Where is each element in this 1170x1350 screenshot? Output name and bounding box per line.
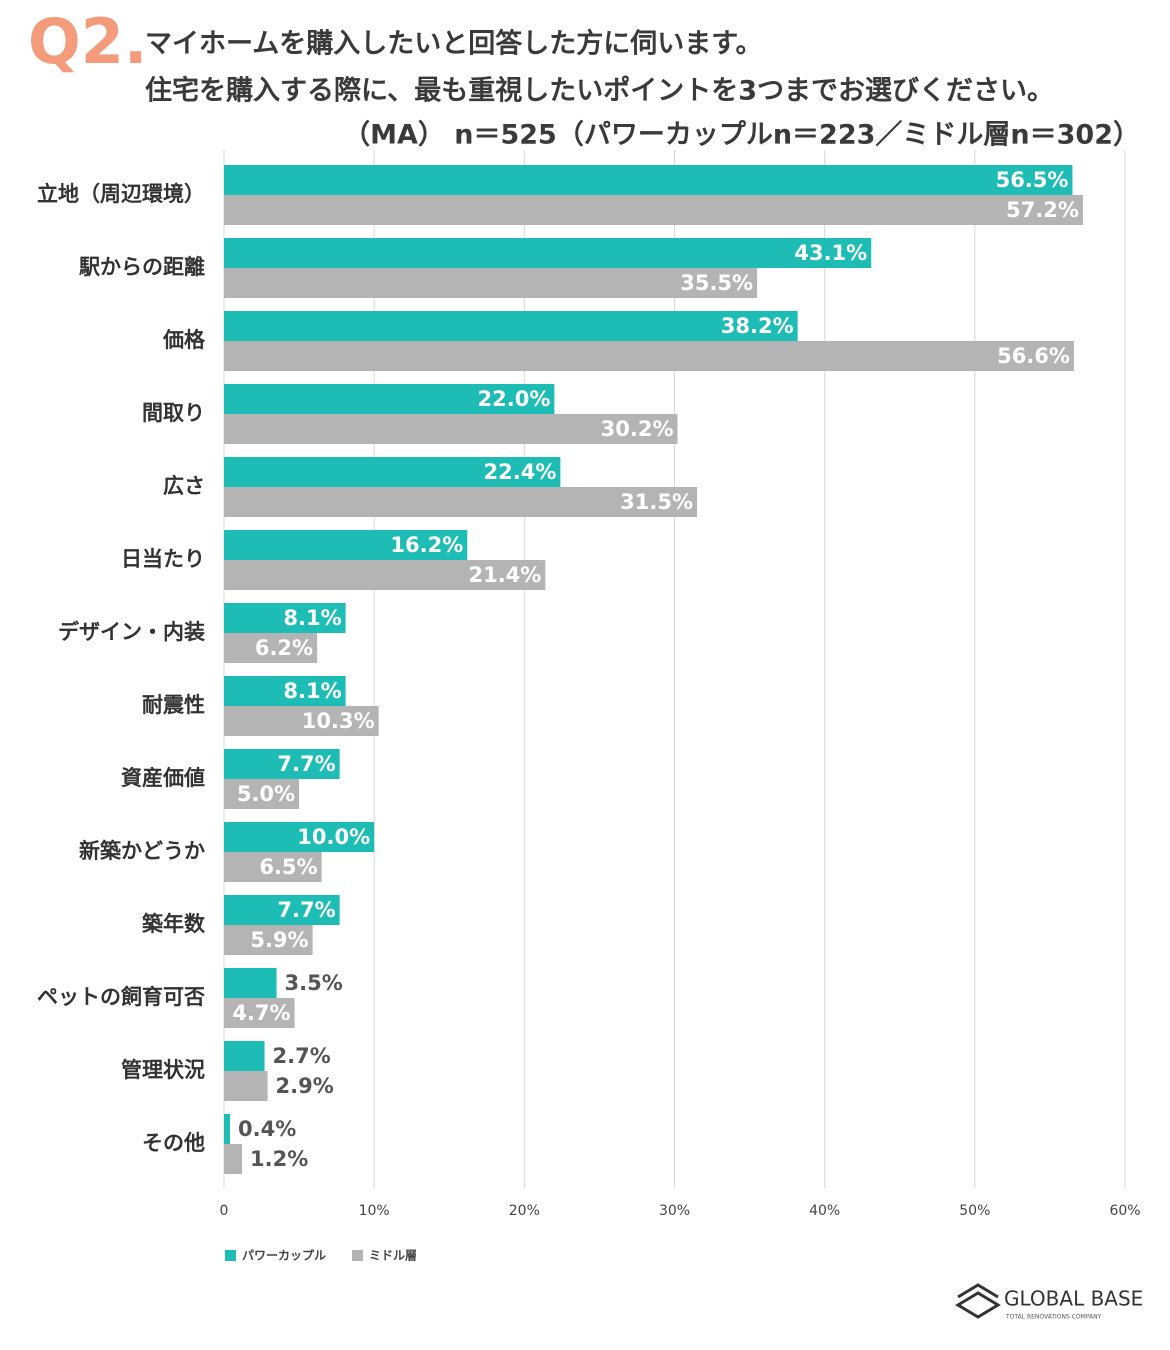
value-label: 22.0% xyxy=(478,387,551,411)
legend-label: パワーカップル xyxy=(242,1248,326,1263)
bar xyxy=(224,195,1083,225)
value-label: 3.5% xyxy=(285,971,343,995)
x-tick-label: 50% xyxy=(959,1203,990,1219)
value-label: 0.4% xyxy=(238,1117,296,1141)
value-label: 5.0% xyxy=(237,782,295,806)
bar xyxy=(224,311,798,341)
x-tick-label: 0 xyxy=(220,1203,229,1219)
legend-swatch xyxy=(225,1250,236,1261)
value-label: 35.5% xyxy=(680,271,753,295)
bar xyxy=(224,457,561,487)
value-label: 10.0% xyxy=(297,825,370,849)
category-label: 管理状況 xyxy=(121,1058,205,1082)
category-label: 新築かどうか xyxy=(79,839,205,863)
bar xyxy=(224,414,678,444)
bar xyxy=(224,487,698,517)
value-label: 7.7% xyxy=(277,752,335,776)
bar xyxy=(224,560,546,590)
bar xyxy=(224,779,300,809)
value-label: 31.5% xyxy=(620,490,693,514)
legend-swatch xyxy=(352,1250,363,1261)
x-tick-label: 30% xyxy=(659,1203,690,1219)
bar xyxy=(224,706,379,736)
category-label: 間取り xyxy=(142,401,205,425)
logo-name: GLOBAL BASE xyxy=(1004,1287,1143,1311)
bar xyxy=(224,925,313,955)
bar xyxy=(224,822,375,852)
value-label: 22.4% xyxy=(484,460,557,484)
category-label: デザイン・内装 xyxy=(58,620,205,644)
value-label: 6.5% xyxy=(259,855,317,879)
x-tick-label: 40% xyxy=(809,1203,840,1219)
category-label: ペットの飼育可否 xyxy=(37,985,205,1009)
value-label: 2.9% xyxy=(276,1074,334,1098)
bar xyxy=(224,268,758,298)
x-tick-label: 20% xyxy=(509,1203,540,1219)
value-label: 56.5% xyxy=(996,168,1069,192)
value-label: 2.7% xyxy=(273,1044,331,1068)
value-label: 5.9% xyxy=(250,928,308,952)
value-label: 21.4% xyxy=(468,563,541,587)
bar xyxy=(224,676,346,706)
value-label: 1.2% xyxy=(250,1147,308,1171)
bar xyxy=(224,1041,265,1071)
value-label: 8.1% xyxy=(283,606,341,630)
bar xyxy=(224,1144,243,1174)
bar xyxy=(224,384,555,414)
value-label: 10.3% xyxy=(302,709,375,733)
bar xyxy=(224,1114,231,1144)
value-label: 16.2% xyxy=(390,533,463,557)
category-label: 価格 xyxy=(162,328,206,352)
value-label: 38.2% xyxy=(721,314,794,338)
category-label: 日当たり xyxy=(121,547,205,571)
category-label: 広さ xyxy=(163,474,205,498)
value-label: 56.6% xyxy=(997,344,1070,368)
category-label: 築年数 xyxy=(141,912,206,936)
bar xyxy=(224,238,872,268)
bar xyxy=(224,341,1074,371)
sample-note: （MA） n＝525（パワーカップルn＝223／ミドル層n＝302） xyxy=(343,120,1140,151)
x-tick-label: 60% xyxy=(1109,1203,1140,1219)
logo-icon xyxy=(955,1283,1001,1319)
bar xyxy=(224,1071,268,1101)
chart-subtitle: 住宅を購入する際に、最も重視したいポイントを3つまでお選びください。 xyxy=(145,75,1054,107)
bar xyxy=(224,749,340,779)
bar xyxy=(224,998,295,1028)
category-label: 資産価値 xyxy=(121,766,205,790)
category-label: 駅からの距離 xyxy=(79,255,205,279)
bar xyxy=(224,895,340,925)
value-label: 6.2% xyxy=(255,636,313,660)
bar xyxy=(224,530,468,560)
bar xyxy=(224,165,1073,195)
bar xyxy=(224,852,322,882)
value-label: 30.2% xyxy=(601,417,674,441)
category-label: 耐震性 xyxy=(142,693,205,717)
chart-title: マイホームを購入したいと回答した方に伺います。 xyxy=(145,28,763,60)
value-label: 8.1% xyxy=(283,679,341,703)
bar xyxy=(224,633,318,663)
x-tick-label: 10% xyxy=(359,1203,390,1219)
value-label: 57.2% xyxy=(1006,198,1079,222)
value-label: 4.7% xyxy=(232,1001,290,1025)
legend-label: ミドル層 xyxy=(369,1249,417,1263)
question-number: Q2. xyxy=(28,5,147,78)
category-label: 立地（周辺環境） xyxy=(37,182,205,206)
bar xyxy=(224,968,277,998)
logo-tagline: TOTAL RENOVATIONS COMPANY xyxy=(1005,1314,1102,1321)
value-label: 43.1% xyxy=(794,241,867,265)
value-label: 7.7% xyxy=(277,898,335,922)
bar xyxy=(224,603,346,633)
category-label: その他 xyxy=(142,1131,205,1155)
